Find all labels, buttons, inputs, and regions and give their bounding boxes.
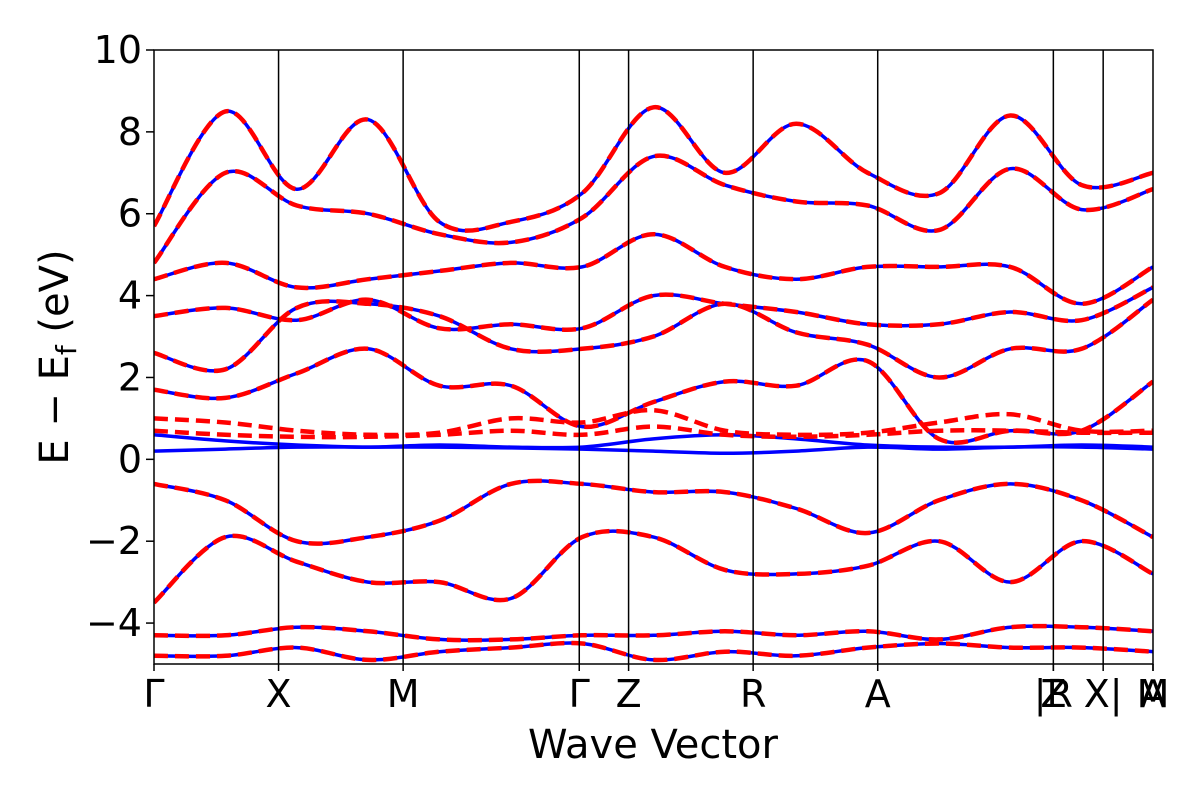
x-tick-label: X| <box>1084 672 1123 717</box>
band-line <box>154 153 1153 265</box>
y-tick-label: 10 <box>94 28 142 72</box>
y-axis-title-subscript: f <box>50 344 83 355</box>
y-tick-label: 2 <box>118 355 142 399</box>
x-tick-label: Γ <box>569 672 590 716</box>
band-line <box>154 433 1153 450</box>
band-line <box>154 624 1153 642</box>
band-line <box>154 641 1153 662</box>
x-tick-label: M <box>1137 672 1170 716</box>
y-tick-label: 8 <box>118 110 142 154</box>
band-line <box>154 232 1153 306</box>
y-tick-label: −2 <box>86 519 142 563</box>
band-line <box>154 105 1153 233</box>
y-tick-label: −4 <box>86 601 142 645</box>
x-tick-label: |R <box>1034 672 1073 717</box>
band-line <box>154 640 1153 663</box>
y-tick-label: 0 <box>118 437 142 481</box>
y-axis-title-unit: (eV) <box>32 249 78 345</box>
band-line <box>154 407 1153 438</box>
kpoint-separators <box>277 50 1104 664</box>
band-line <box>154 623 1153 643</box>
x-axis-ticks: Γ X M Γ Z R A Z|R X| MA <box>143 664 1169 717</box>
plot-frame <box>153 49 1154 665</box>
x-tick-label: Z <box>1040 672 1066 716</box>
y-axis-title-main: E − E <box>32 355 78 465</box>
band-line <box>154 346 1153 445</box>
x-axis-title: Wave Vector <box>528 722 779 768</box>
x-tick-label: A <box>1140 672 1166 716</box>
x-tick-label: R <box>740 672 766 716</box>
bands-layer <box>154 105 1153 663</box>
band-line <box>154 528 1153 605</box>
y-axis-title: E − Ef (eV) <box>32 249 83 464</box>
x-tick-label: M <box>387 672 420 716</box>
y-axis-ticks: 10 8 6 4 2 0 −2 −4 <box>86 28 154 645</box>
x-tick-label: Z <box>616 672 642 716</box>
y-tick-label: 4 <box>118 274 142 318</box>
band-line <box>154 298 1153 380</box>
series-solid-blue <box>154 105 1153 662</box>
band-line <box>154 285 1153 332</box>
band-line <box>154 478 1153 546</box>
series-dashed-red <box>154 105 1153 663</box>
y-tick-label: 6 <box>118 192 142 236</box>
x-tick-label: X <box>266 672 292 716</box>
band-line <box>154 231 1153 307</box>
x-tick-label: Γ <box>143 672 164 716</box>
plot-area <box>153 49 1154 665</box>
x-tick-label: A <box>865 672 891 716</box>
band-line <box>154 285 1153 332</box>
